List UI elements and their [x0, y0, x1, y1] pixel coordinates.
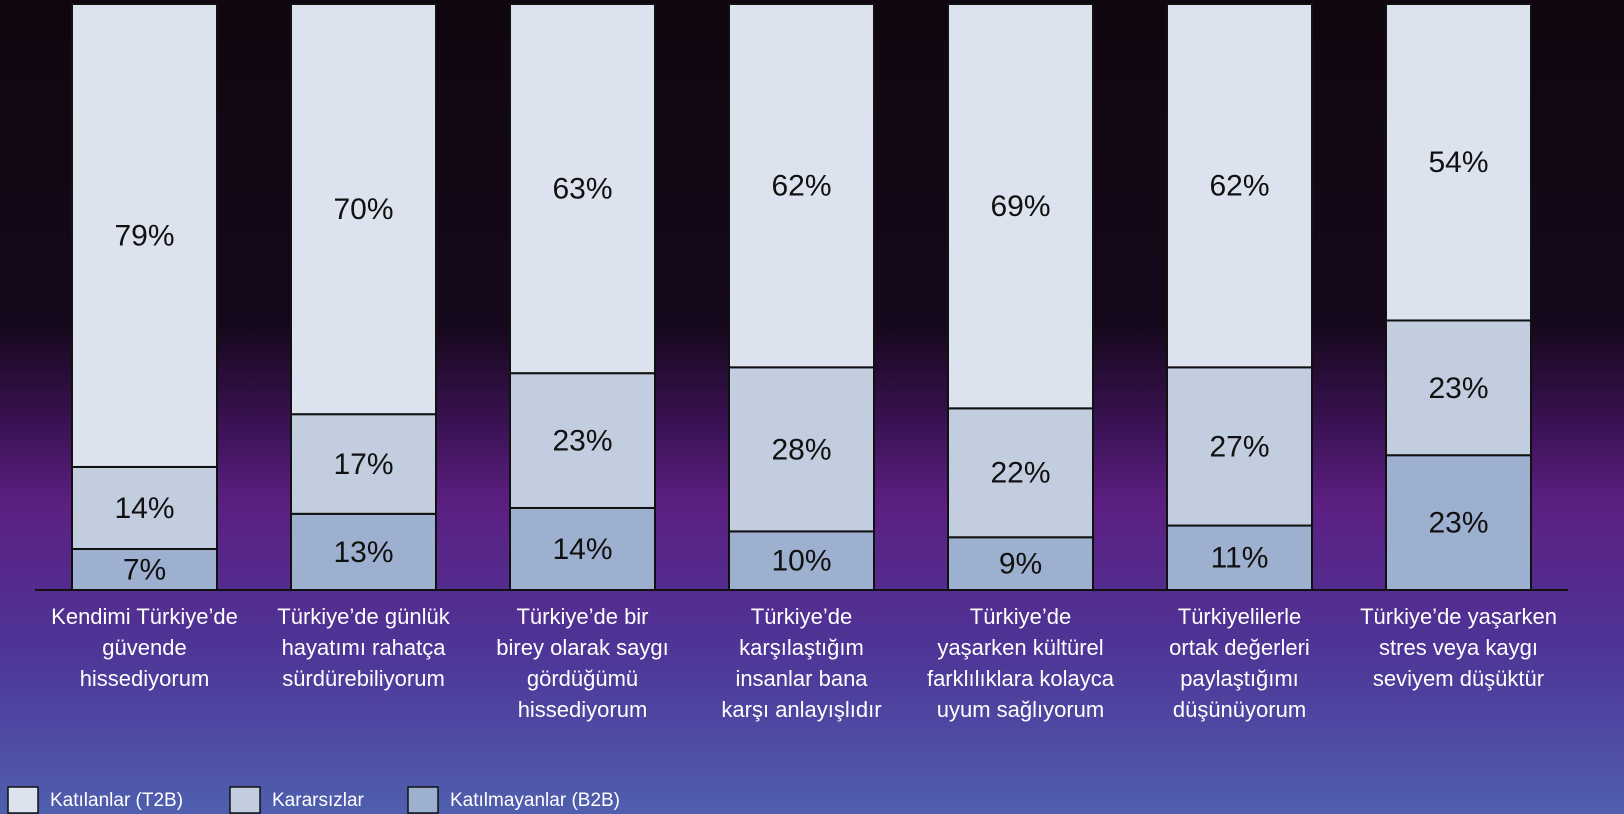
- x-tick-label: gördüğümü: [527, 666, 638, 691]
- data-label: 54%: [1428, 146, 1488, 179]
- data-label: 63%: [552, 173, 612, 206]
- x-tick-label: karşılaştığım: [739, 635, 864, 660]
- data-label: 22%: [990, 457, 1050, 490]
- legend-swatch: [7, 786, 39, 814]
- x-tick-label: insanlar bana: [735, 666, 868, 691]
- x-tick-label: hissediyorum: [518, 697, 648, 722]
- bar-segment: [290, 512, 437, 592]
- data-label: 11%: [1211, 542, 1269, 575]
- data-label: 69%: [990, 190, 1050, 223]
- x-tick-label: Türkiyelilerle: [1178, 604, 1301, 629]
- x-tick-label: ortak değerleri: [1169, 635, 1310, 660]
- bar-segment: [290, 3, 437, 416]
- x-tick-label: birey olarak saygı: [496, 635, 668, 660]
- data-label: 9%: [999, 548, 1042, 581]
- x-tick-label: Türkiye’de yaşarken: [1360, 604, 1557, 629]
- data-label: 70%: [333, 193, 393, 226]
- x-tick-label: sürdürebiliyorum: [282, 666, 445, 691]
- data-label: 14%: [552, 533, 612, 566]
- data-label: 62%: [1209, 170, 1269, 203]
- data-label: 14%: [114, 492, 174, 525]
- x-tick-label: uyum sağlıyorum: [937, 697, 1105, 722]
- legend-swatch: [229, 786, 261, 814]
- x-tick-label: hissediyorum: [80, 666, 210, 691]
- bar-segment: [1166, 524, 1313, 591]
- x-tick-label: güvende: [102, 635, 186, 660]
- legend-label: Katılanlar (T2B): [50, 790, 183, 811]
- data-label: 13%: [333, 536, 393, 569]
- data-label: 27%: [1209, 430, 1269, 463]
- bar-segment: [1385, 319, 1532, 457]
- x-tick-label: paylaştığımı: [1180, 666, 1299, 691]
- x-tick-label: stres veya kaygı: [1379, 635, 1538, 660]
- x-tick-label: hayatımı rahatça: [282, 635, 447, 660]
- legend-label: Kararsızlar: [272, 790, 365, 811]
- bar-segment: [509, 372, 656, 509]
- data-label: 62%: [771, 170, 831, 203]
- x-tick-label: yaşarken kültürel: [937, 635, 1103, 660]
- data-label: 28%: [771, 433, 831, 466]
- bar-segment: [1385, 454, 1532, 591]
- bar-segment: [728, 3, 875, 369]
- legend-swatch: [407, 786, 439, 814]
- x-tick-label: Türkiye’de: [751, 604, 852, 629]
- x-tick-label: Türkiye’de günlük: [277, 604, 450, 629]
- bar-segment: [1166, 366, 1313, 527]
- bar-segment: [71, 547, 218, 591]
- data-label: 79%: [114, 219, 174, 252]
- bar-segment: [290, 413, 437, 515]
- x-tick-label: Türkiye’de bir: [516, 604, 648, 629]
- x-tick-label: Kendimi Türkiye’de: [51, 604, 238, 629]
- data-label: 17%: [333, 448, 393, 481]
- bar-segment: [509, 3, 656, 375]
- bar-segment: [71, 465, 218, 550]
- x-tick-label: düşünüyorum: [1173, 697, 1306, 722]
- data-label: 10%: [771, 545, 831, 578]
- x-tick-label: seviyem düşüktür: [1373, 666, 1544, 691]
- bar-segment: [1166, 3, 1313, 369]
- bar-segment: [947, 3, 1094, 410]
- data-label: 23%: [1428, 507, 1488, 540]
- x-tick-label: farklılıklara kolayca: [927, 666, 1115, 691]
- data-label: 23%: [552, 424, 612, 457]
- data-label: 7%: [123, 553, 166, 586]
- data-label: 23%: [1428, 372, 1488, 405]
- x-tick-label: Türkiye’de: [970, 604, 1071, 629]
- bar-segment: [1385, 3, 1532, 322]
- bar-segment: [71, 3, 218, 468]
- bar-segment: [728, 530, 875, 592]
- x-tick-label: karşı anlayışlıdır: [721, 697, 881, 722]
- legend-label: Katılmayanlar (B2B): [450, 790, 620, 811]
- bar-segment: [728, 366, 875, 533]
